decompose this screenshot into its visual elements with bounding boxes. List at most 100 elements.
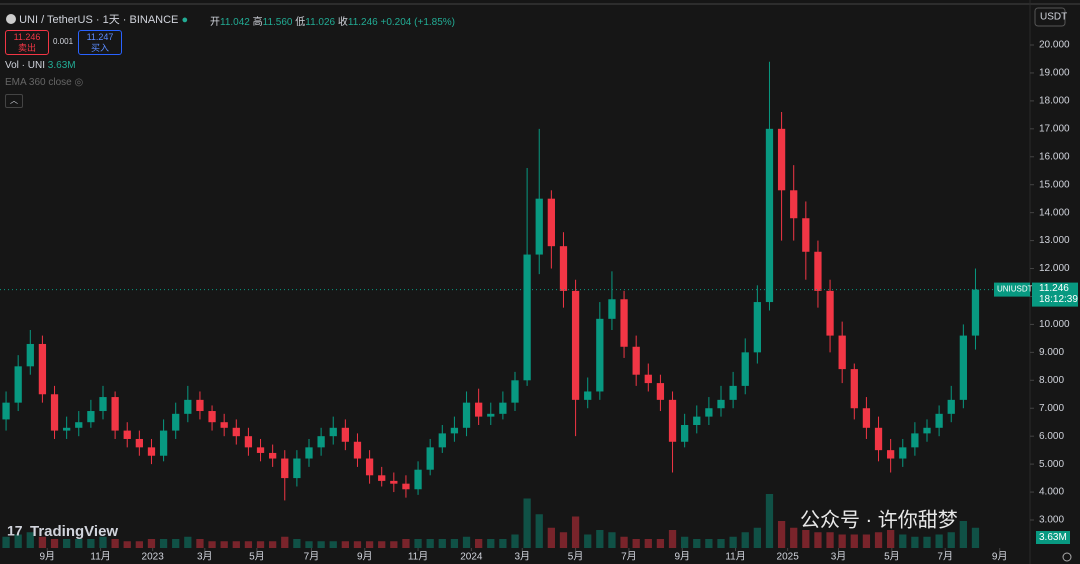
buy-button[interactable]: 11.247 买入 (78, 30, 122, 55)
candle-body (608, 299, 616, 319)
sell-button[interactable]: 11.246 卖出 (5, 30, 49, 55)
candle-body (426, 447, 434, 470)
candle-body (63, 427, 71, 431)
y-tick-label: 9.000 (1039, 347, 1064, 358)
candle-body (571, 290, 580, 400)
candle-body (802, 218, 810, 252)
volume-bar (620, 536, 628, 548)
logo-mark: 17 (7, 523, 23, 539)
x-tick-label: 11月 (90, 551, 110, 563)
candle-body (559, 246, 568, 291)
volume-bar (99, 536, 107, 548)
ohlc: 开11.042 高11.560 低11.026 收11.246 +0.204 (… (210, 13, 455, 28)
ema-legend[interactable]: EMA 360 close ◎ (5, 77, 84, 88)
volume-bar (571, 516, 580, 548)
candle-body (26, 343, 34, 367)
currency-box[interactable] (1034, 7, 1066, 27)
volume-bar (523, 498, 531, 548)
symbol-text: UNI / TetherUS · 1天 · BINANCE (19, 14, 179, 26)
open-label: 开 (210, 17, 220, 28)
volume-bar (135, 541, 143, 548)
volume-bar (753, 527, 761, 548)
volume-bar (911, 536, 919, 548)
sell-label: 卖出 (17, 43, 36, 53)
x-tick-label: 7月 (937, 551, 953, 563)
x-tick-label: 2024 (460, 552, 483, 563)
x-tick-label: 2023 (142, 552, 165, 563)
volume-bar (50, 539, 59, 548)
candle-body (208, 411, 216, 423)
volume-bar (826, 532, 834, 548)
y-tick-label: 12.000 (1039, 263, 1070, 274)
candle-body (414, 469, 422, 490)
candle-body (523, 254, 531, 381)
x-tick-label: 2025 (777, 552, 800, 563)
volume-bar (378, 541, 386, 548)
candle-body (850, 369, 858, 409)
x-tick-label: 3月 (514, 551, 530, 563)
candle-body (741, 352, 749, 386)
candle-body (535, 198, 543, 255)
change: +0.204 (+1.85%) (380, 17, 456, 28)
volume-bar (765, 494, 774, 548)
settings-icon[interactable] (1062, 552, 1072, 562)
candle-body (729, 385, 737, 400)
y-tick-label: 6.000 (1039, 431, 1064, 442)
candle-body (753, 302, 761, 353)
candle-body (584, 391, 592, 400)
volume-bar (729, 536, 737, 548)
x-tick-label: 7月 (621, 551, 637, 563)
volume-bar (159, 539, 168, 548)
candle-body (14, 366, 22, 403)
volume-label: Vol · UNI (5, 60, 46, 71)
currency[interactable]: USDT (1040, 12, 1067, 23)
volume-bar (390, 541, 398, 548)
candle-body (777, 128, 786, 191)
candle-body (971, 289, 980, 336)
volume-bar (887, 530, 895, 548)
volume-bar (584, 534, 592, 548)
volume-tag: 3.63M (1036, 531, 1070, 544)
candle-body (911, 433, 919, 448)
candle-body (38, 343, 47, 395)
volume-bar (547, 527, 555, 548)
candle-body (668, 399, 677, 442)
volume-bar (862, 534, 871, 548)
candle-body (147, 447, 156, 456)
candle-body (923, 427, 931, 434)
candle-body (99, 397, 107, 412)
volume-bar (305, 541, 313, 548)
y-tick-label: 7.000 (1039, 403, 1064, 414)
volume-bar (2, 536, 10, 548)
candle-body (487, 413, 495, 417)
buy-price: 11.247 (86, 32, 114, 42)
volume-bar (220, 541, 228, 548)
collapse-button[interactable]: ︿ (5, 94, 23, 108)
x-tick-label: 9月 (39, 551, 55, 563)
candle-body (341, 427, 349, 442)
candle-body (438, 433, 446, 448)
y-tick-label: 4.000 (1039, 487, 1064, 498)
y-tick-label: 13.000 (1039, 235, 1070, 246)
volume-bar (899, 534, 907, 548)
volume-bar (741, 532, 749, 548)
volume-bar (75, 539, 83, 548)
symbol[interactable]: UNI / TetherUS · 1天 · BINANCE ● (6, 11, 188, 27)
volume-bar (317, 541, 325, 548)
y-tick-label: 8.000 (1039, 375, 1064, 386)
volume-bar (802, 530, 810, 548)
y-tick-label: 20.000 (1039, 40, 1070, 51)
volume-bar (475, 539, 483, 548)
low-label: 低 (295, 17, 306, 28)
candle-body (159, 430, 168, 456)
candle-body (378, 475, 386, 481)
candle-body (632, 346, 640, 375)
volume-bar (256, 541, 265, 548)
candle-body (353, 441, 362, 459)
candle-body (50, 394, 59, 431)
candle-body (87, 411, 95, 423)
volume-bar (632, 539, 640, 548)
volume-bar (535, 514, 543, 548)
volume-bar (341, 541, 349, 548)
candle-body (717, 399, 725, 409)
